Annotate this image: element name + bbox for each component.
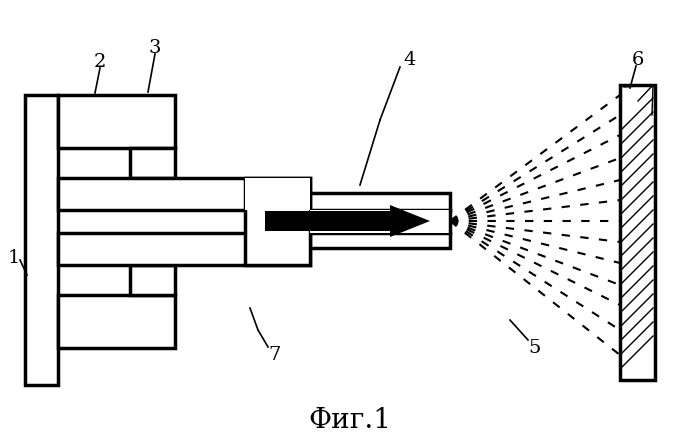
Text: 3: 3 [149,39,161,57]
Text: 1: 1 [8,249,20,267]
Text: 6: 6 [632,51,644,69]
Text: 4: 4 [404,51,416,69]
Bar [245,178,310,210]
Polygon shape [58,233,310,265]
Polygon shape [245,178,310,265]
Polygon shape [25,95,58,385]
Polygon shape [130,265,175,295]
Polygon shape [620,85,655,380]
Bar [310,210,450,233]
Text: 5: 5 [528,339,541,357]
Polygon shape [310,233,450,248]
Polygon shape [310,193,450,210]
Text: 7: 7 [269,346,281,364]
Text: Фиг.1: Фиг.1 [309,406,391,433]
Polygon shape [130,148,175,178]
FancyArrow shape [265,205,430,237]
Polygon shape [58,295,175,348]
Text: 2: 2 [94,53,106,71]
Polygon shape [58,95,175,148]
Polygon shape [58,178,310,210]
